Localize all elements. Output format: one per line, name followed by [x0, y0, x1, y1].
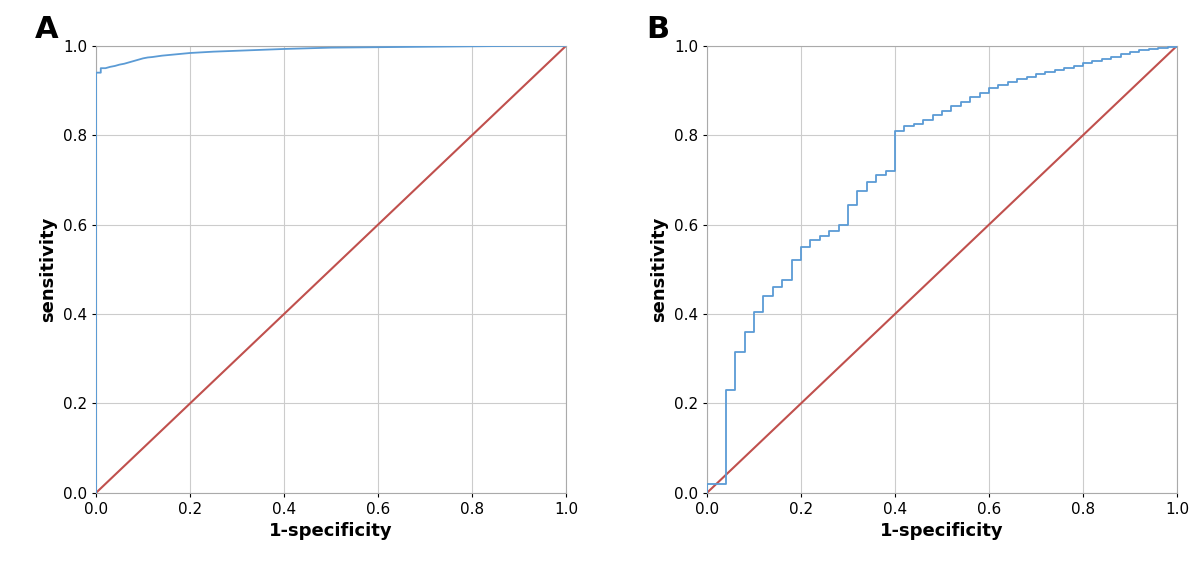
Y-axis label: sensitivity: sensitivity	[40, 217, 58, 322]
X-axis label: 1-specificity: 1-specificity	[269, 523, 393, 540]
Text: B: B	[646, 14, 669, 44]
Y-axis label: sensitivity: sensitivity	[650, 217, 668, 322]
X-axis label: 1-specificity: 1-specificity	[880, 523, 1004, 540]
Text: A: A	[35, 14, 59, 44]
